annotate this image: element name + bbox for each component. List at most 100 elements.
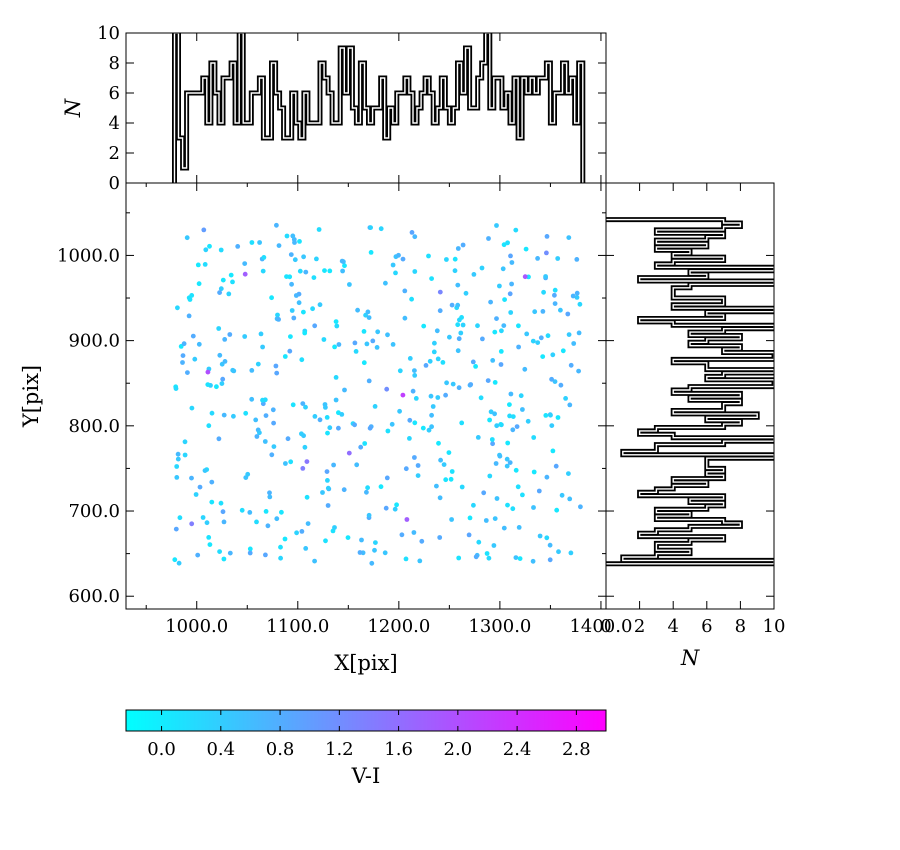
scatter-point xyxy=(201,227,207,233)
scatter-point xyxy=(193,492,199,497)
scatter-point xyxy=(475,323,480,329)
scatter-point xyxy=(501,525,507,531)
scatter-point xyxy=(273,363,279,369)
right-histogram-x-tick-label: 6 xyxy=(701,616,712,637)
scatter-point xyxy=(486,555,492,561)
scatter-point xyxy=(303,404,308,410)
scatter-point xyxy=(540,309,546,314)
scatter-point xyxy=(510,506,516,512)
scatter-point xyxy=(504,463,510,469)
scatter-point xyxy=(558,382,564,388)
right-histogram-x-tick-label: 4 xyxy=(667,616,678,637)
scatter-point xyxy=(267,490,272,496)
scatter-point xyxy=(312,323,318,329)
scatter-point xyxy=(284,274,289,279)
scatter-point xyxy=(336,342,342,347)
scatter-point xyxy=(473,554,479,560)
scatter-point xyxy=(172,557,178,563)
colorbar-tick-label: 0.4 xyxy=(206,739,235,760)
scatter-point xyxy=(429,276,434,281)
scatter-point xyxy=(501,323,507,328)
scatter-point xyxy=(384,386,390,392)
scatter-point xyxy=(446,450,452,455)
scatter-point xyxy=(524,331,530,337)
scatter-y-tick-label: 700.0 xyxy=(68,501,120,522)
scatter-point xyxy=(220,376,226,382)
scatter-point xyxy=(336,425,341,431)
scatter-point xyxy=(282,536,288,542)
scatter-point xyxy=(535,340,541,345)
scatter-point xyxy=(513,555,519,560)
scatter-point xyxy=(494,423,500,429)
scatter-point xyxy=(544,535,550,541)
top-histogram-y-axis-label: N xyxy=(61,98,85,118)
scatter-point xyxy=(443,477,449,483)
colorbar: 0.0 0.4 0.8 1.2 1.6 2.0 2.4 2.8 V-I xyxy=(125,709,607,788)
scatter-point xyxy=(434,483,439,489)
scatter-x-axis-label: X[pix] xyxy=(334,651,397,675)
scatter-point xyxy=(548,412,553,418)
scatter-point xyxy=(507,291,513,297)
scatter-point xyxy=(368,225,373,231)
scatter-point xyxy=(460,242,466,248)
scatter-point xyxy=(427,358,433,364)
scatter-point xyxy=(426,253,431,259)
scatter-point xyxy=(253,417,259,423)
scatter-point xyxy=(362,441,368,446)
scatter-point xyxy=(303,269,309,275)
scatter-y-ticks: 600.0 700.0 800.0 900.0 1000.0 xyxy=(57,212,606,607)
scatter-point xyxy=(255,361,261,367)
scatter-point xyxy=(399,532,405,538)
top-histogram-y-tick-label: 0 xyxy=(109,173,120,194)
scatter-point xyxy=(505,240,510,246)
scatter-point xyxy=(578,504,583,510)
scatter-point xyxy=(175,451,181,457)
scatter-point xyxy=(205,369,211,375)
scatter-point xyxy=(505,440,511,446)
scatter-point xyxy=(263,509,269,514)
scatter-point xyxy=(505,502,510,508)
scatter-point xyxy=(174,475,180,480)
scatter-point xyxy=(470,359,476,365)
scatter-point xyxy=(323,405,328,410)
scatter-point xyxy=(410,388,416,394)
scatter-point xyxy=(325,503,331,508)
colorbar-tick-label: 1.2 xyxy=(325,739,354,760)
scatter-point xyxy=(455,348,461,354)
scatter-point xyxy=(544,234,550,239)
scatter-point xyxy=(415,473,421,478)
scatter-point xyxy=(322,268,327,273)
scatter-point xyxy=(412,420,418,426)
scatter-x-ticks: 1000.0 1100.0 1200.0 1300.0 1400.0 xyxy=(145,183,632,637)
scatter-point xyxy=(574,290,580,296)
scatter-point xyxy=(196,341,202,347)
scatter-point xyxy=(366,512,372,518)
scatter-point xyxy=(402,288,408,294)
scatter-point xyxy=(494,316,499,321)
scatter-point xyxy=(290,402,296,408)
scatter-point xyxy=(297,268,303,274)
scatter-point xyxy=(368,250,374,255)
scatter-point xyxy=(407,417,413,423)
scatter-point xyxy=(491,543,497,548)
scatter-point xyxy=(242,261,248,266)
scatter-point xyxy=(543,274,548,279)
scatter-point xyxy=(181,341,187,347)
scatter-point xyxy=(437,308,443,314)
scatter-point xyxy=(440,360,446,365)
scatter-y-axis-label: Y[pix] xyxy=(19,365,43,428)
scatter-point xyxy=(254,434,260,439)
scatter-point xyxy=(412,234,418,240)
scatter-point xyxy=(285,436,291,442)
scatter-point xyxy=(567,496,573,502)
scatter-point xyxy=(263,552,268,558)
scatter-point xyxy=(479,265,485,271)
scatter-point xyxy=(284,233,290,239)
scatter-point xyxy=(347,282,352,287)
colorbar-tick-label: 2.0 xyxy=(444,739,473,760)
scatter-point xyxy=(289,281,294,287)
right-histogram-outline-inner xyxy=(606,218,774,565)
scatter-point xyxy=(278,544,283,550)
scatter-point xyxy=(498,422,504,427)
scatter-point xyxy=(473,364,478,369)
